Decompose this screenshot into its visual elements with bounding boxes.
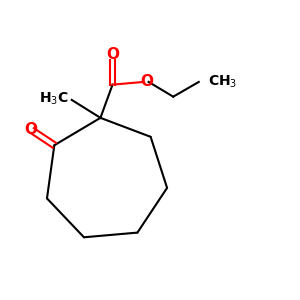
Text: H$_3$C: H$_3$C — [39, 90, 69, 106]
Text: O: O — [140, 74, 153, 89]
Text: O: O — [25, 122, 38, 137]
Text: CH$_3$: CH$_3$ — [208, 74, 237, 90]
Text: O: O — [106, 47, 119, 62]
